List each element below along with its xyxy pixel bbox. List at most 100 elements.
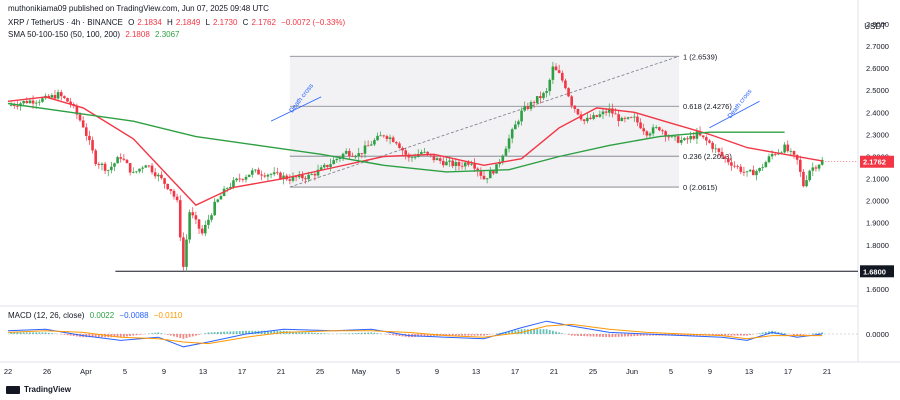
macd-histogram-bar xyxy=(360,332,363,334)
candle-body xyxy=(783,144,786,153)
support-price-tag xyxy=(860,265,894,278)
macd-histogram-bar xyxy=(473,334,476,336)
candle-body xyxy=(272,172,276,175)
macd-histogram-bar xyxy=(768,331,770,334)
time-tick-label: 21 xyxy=(550,367,558,376)
macd-histogram-bar xyxy=(677,334,680,336)
candle-body xyxy=(573,105,577,109)
symbol-name[interactable]: XRP / TetherUS · 4h · BINANCE xyxy=(8,18,123,27)
candle-body xyxy=(805,180,808,187)
candle-body xyxy=(645,131,649,136)
macd-histogram-bar xyxy=(542,329,545,334)
macd-histogram-bar xyxy=(517,329,520,334)
candle-body xyxy=(12,105,16,106)
candle-body xyxy=(488,170,492,179)
candle-body xyxy=(614,113,617,115)
candle-body xyxy=(786,144,790,152)
macd-legend[interactable]: MACD (12, 26, close) 0.0022 −0.0088 −0.0… xyxy=(8,311,185,320)
tradingview-logo[interactable]: TradingView xyxy=(6,385,71,394)
candle-body xyxy=(726,158,730,163)
macd-histogram-bar xyxy=(113,334,116,338)
macd-label: MACD (12, 26, close) xyxy=(8,311,85,320)
macd-histogram-bar xyxy=(548,330,551,334)
macd-histogram-bar xyxy=(796,334,799,336)
candle-body xyxy=(138,168,141,172)
candle-body xyxy=(395,142,398,144)
macd-histogram-bar xyxy=(454,334,457,336)
candle-body xyxy=(520,110,523,122)
fib-level-label: 0.618 (2.4276) xyxy=(683,102,732,111)
macd-histogram-bar xyxy=(273,330,276,334)
macd-histogram-bar xyxy=(116,334,119,338)
macd-histogram-bar xyxy=(530,329,532,334)
macd-histogram-bar xyxy=(573,334,576,336)
macd-histogram-bar xyxy=(514,330,517,334)
close-value: 2.1762 xyxy=(251,18,276,27)
candle-body xyxy=(304,178,307,180)
candle-body xyxy=(601,111,605,115)
candle-body xyxy=(767,156,771,163)
macd-histogram-bar xyxy=(483,334,485,336)
macd-histogram-bar xyxy=(298,331,301,334)
candle-body xyxy=(122,158,126,160)
candle-body xyxy=(279,172,282,180)
candle-body xyxy=(423,151,426,153)
sma-legend[interactable]: SMA 50-100-150 (50, 100, 200) 2.1808 2.3… xyxy=(8,30,182,39)
macd-histogram-bar xyxy=(169,334,172,336)
macd-histogram-bar xyxy=(16,332,19,334)
candle-body xyxy=(116,157,119,164)
candle-body xyxy=(326,164,329,168)
candle-body xyxy=(676,136,680,143)
macd-histogram-bar xyxy=(633,334,636,337)
candle-body xyxy=(554,66,558,71)
macd-histogram-bar xyxy=(417,334,420,337)
macd-histogram-bar xyxy=(526,329,529,334)
candle-body xyxy=(636,116,639,123)
macd-histogram-bar xyxy=(498,332,501,334)
macd-histogram-bar xyxy=(88,334,91,338)
macd-histogram-bar xyxy=(583,334,586,337)
candle-body xyxy=(232,180,235,187)
macd-histogram-bar xyxy=(25,332,28,334)
macd-histogram-bar xyxy=(301,332,304,334)
candle-body xyxy=(798,159,802,172)
candle-body xyxy=(157,174,160,177)
candle-body xyxy=(708,140,711,143)
candle-body xyxy=(598,114,602,117)
candle-body xyxy=(564,80,567,89)
macd-histogram-bar xyxy=(307,332,310,334)
open-value: 2.1834 xyxy=(137,18,162,27)
macd-histogram-bar xyxy=(364,332,366,334)
time-tick-label: 9 xyxy=(435,367,439,376)
time-tick-label: 5 xyxy=(669,367,673,376)
macd-histogram-bar xyxy=(213,332,216,334)
candle-body xyxy=(501,155,505,163)
macd-histogram-bar xyxy=(245,330,247,334)
macd-histogram-bar xyxy=(357,332,360,334)
candle-body xyxy=(792,151,796,155)
macd-histogram-bar xyxy=(429,334,432,337)
macd-histogram-bar xyxy=(764,332,767,334)
macd-histogram-bar xyxy=(627,334,629,337)
time-tick-label: 9 xyxy=(162,367,166,376)
macd-histogram-bar xyxy=(251,330,254,334)
candle-body xyxy=(808,170,811,181)
macd-histogram-bar xyxy=(589,334,592,337)
macd-histogram-bar xyxy=(310,332,313,334)
macd-histogram-bar xyxy=(636,334,639,336)
candle-body xyxy=(348,150,351,156)
candle-body xyxy=(59,92,63,97)
candle-body xyxy=(664,131,667,137)
candle-body xyxy=(322,164,326,168)
candle-body xyxy=(219,196,223,200)
candle-body xyxy=(329,164,332,168)
macd-histogram-bar xyxy=(611,334,614,338)
candle-body xyxy=(476,168,480,172)
candle-body xyxy=(188,212,191,240)
tradingview-logo-icon xyxy=(6,385,20,394)
macd-histogram-bar xyxy=(348,333,351,334)
time-tick-label: 13 xyxy=(199,367,207,376)
candle-body xyxy=(282,175,285,180)
candle-body xyxy=(730,162,733,166)
